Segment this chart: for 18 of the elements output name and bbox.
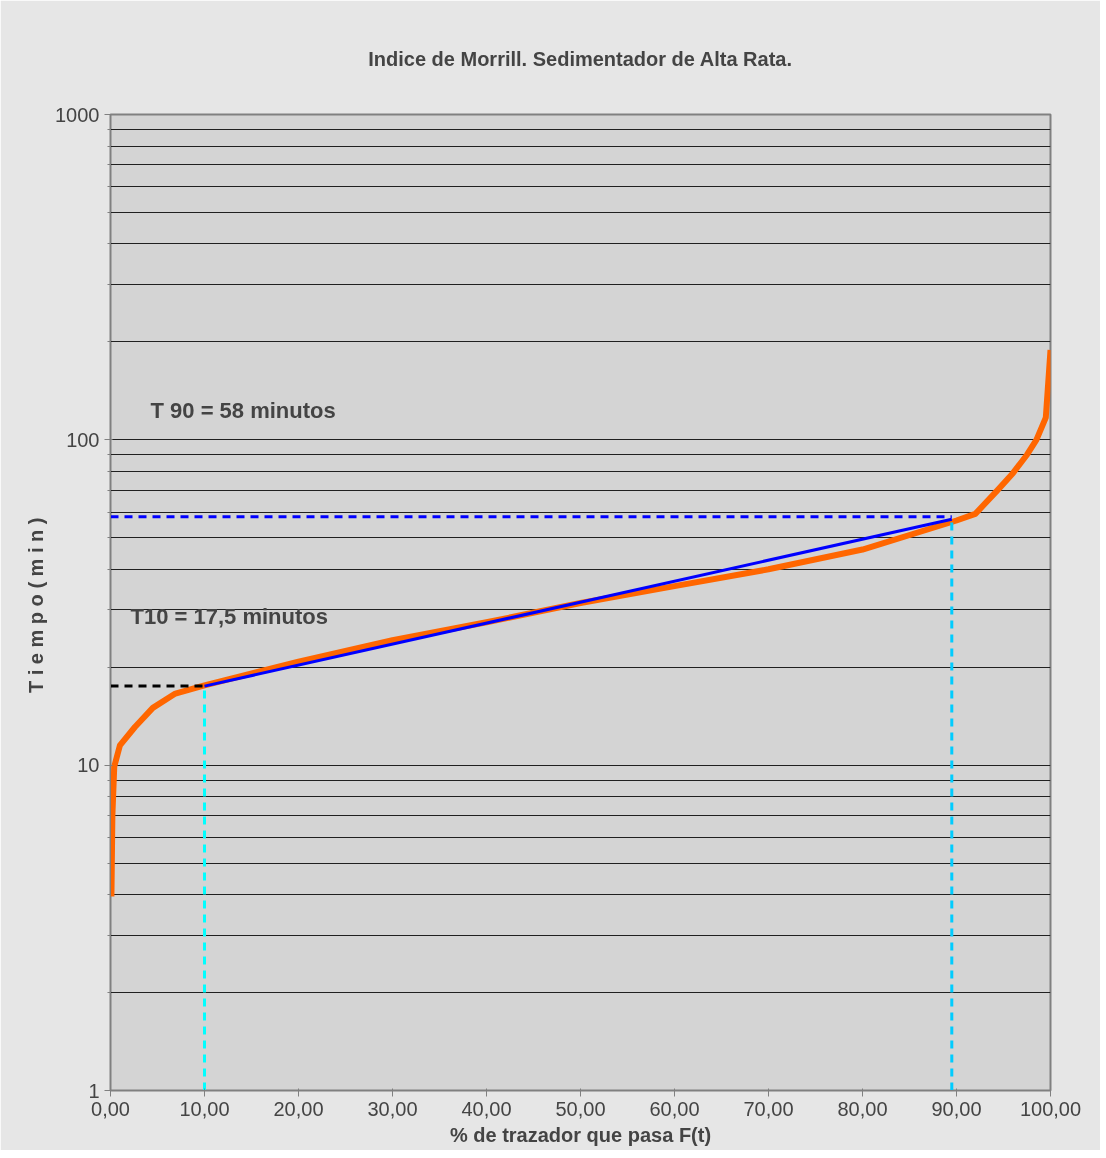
x-tick-label: 20,00 [273, 1097, 324, 1120]
annotation: T 90 = 58 minutos [150, 397, 336, 423]
y-tick-label: 10 [77, 754, 100, 777]
x-tick-label: 30,00 [367, 1097, 418, 1120]
x-tick-label: 70,00 [743, 1097, 794, 1120]
x-tick-label: 100,00 [1019, 1097, 1082, 1120]
y-axis-title: T i e m p o ( m i n ) [25, 517, 48, 694]
x-tick-label: 40,00 [461, 1097, 512, 1120]
chart-title: Indice de Morrill. Sedimentador de Alta Rata. [368, 47, 793, 70]
x-tick-label: 90,00 [931, 1097, 982, 1120]
y-tick-label: 1000 [55, 103, 100, 126]
x-tick-label: 50,00 [555, 1097, 606, 1120]
annotation: T10 = 17,5 minutos [130, 603, 328, 629]
y-tick-label: 100 [66, 428, 100, 451]
x-axis-title: % de trazador que pasa F(t) [449, 1123, 712, 1146]
x-tick-label: 80,00 [837, 1097, 888, 1120]
x-tick-label: 10,00 [179, 1097, 230, 1120]
x-tick-label: 60,00 [649, 1097, 700, 1120]
